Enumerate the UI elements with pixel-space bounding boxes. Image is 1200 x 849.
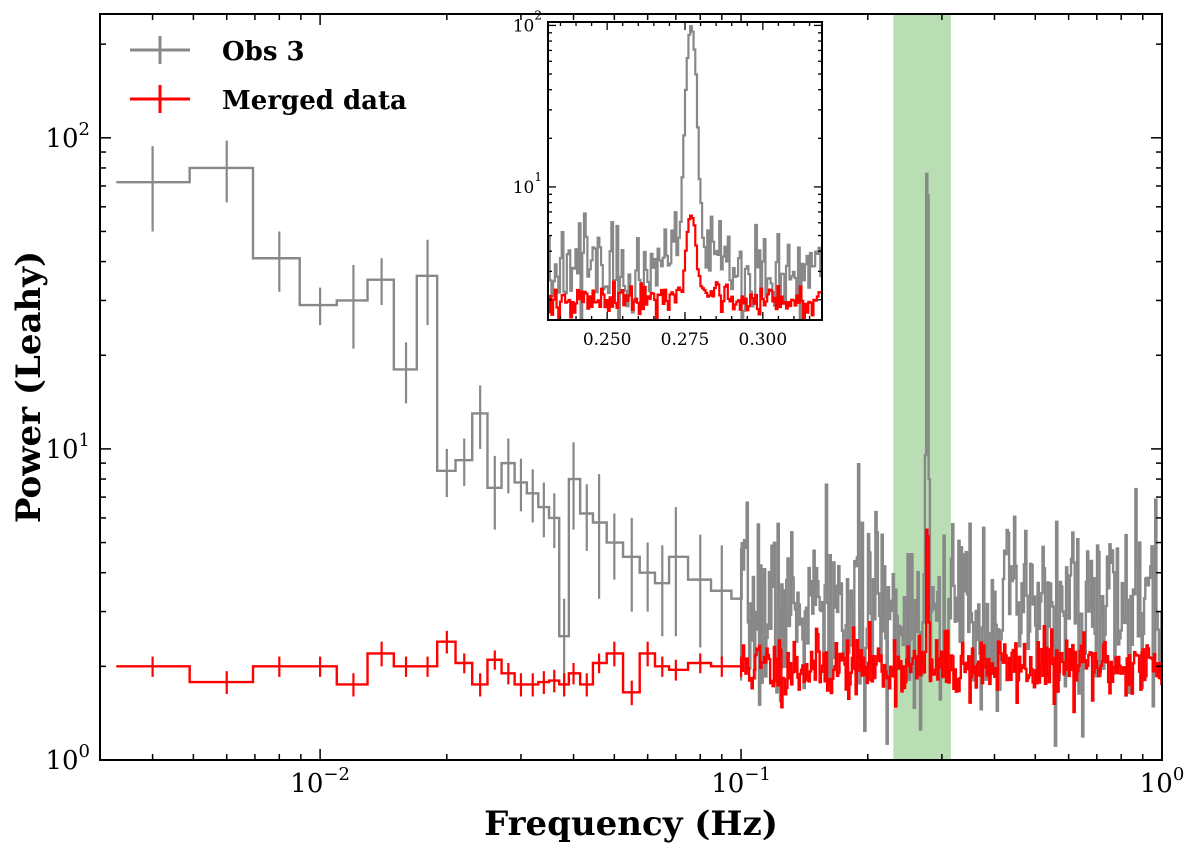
y-axis-label: Power (Leahy) — [9, 251, 49, 523]
x-axis-label: Frequency (Hz) — [484, 804, 778, 844]
y-tick-label: 100 — [45, 741, 90, 776]
inset-x-tick-label: 0.275 — [661, 330, 710, 350]
power-spectrum-chart: 10−2 10−1 100 100 101 102 Frequency (Hz) Powe… — [0, 0, 1200, 849]
inset-x-tick-label: 0.250 — [583, 330, 632, 350]
y-tick-label: 102 — [45, 119, 90, 154]
inset-x-tick-label: 0.300 — [739, 330, 788, 350]
x-tick-label: 100 — [1140, 764, 1185, 799]
legend-label-merged: Merged data — [222, 86, 407, 116]
y-tick-label: 101 — [45, 430, 90, 465]
x-tick-label: 10−2 — [290, 764, 350, 799]
legend-label-obs3: Obs 3 — [222, 37, 305, 67]
x-tick-label: 10−1 — [711, 764, 771, 799]
